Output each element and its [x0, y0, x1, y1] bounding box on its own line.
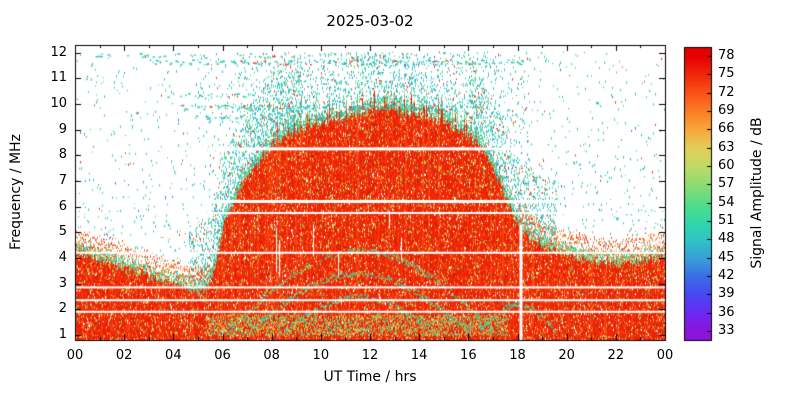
colorbar-tick-label: 42 [718, 267, 735, 283]
x-axis-label: UT Time / hrs [323, 369, 417, 385]
colorbar-tick-label: 63 [718, 139, 735, 155]
y-axis-tick-label: 2 [58, 301, 67, 317]
y-axis-tick-label: 11 [50, 70, 67, 86]
y-axis-tick-label: 7 [58, 172, 67, 188]
colorbar-tick-label: 57 [718, 176, 735, 192]
colorbar-tick-label: 45 [718, 249, 735, 265]
x-axis-tick-label: 18 [509, 348, 526, 363]
colorbar-tick-label: 78 [718, 48, 735, 64]
x-axis-tick-label: 12 [361, 348, 379, 363]
colorbar-tick-label: 60 [718, 158, 735, 174]
colorbar-tick-label: 75 [718, 66, 735, 82]
y-axis-tick-label: 10 [50, 96, 67, 111]
y-axis-tick-label: 6 [58, 198, 67, 214]
colorbar-tick-label: 36 [718, 304, 735, 320]
colorbar-tick-label: 48 [718, 231, 735, 247]
x-axis-tick-label: 10 [312, 348, 330, 363]
y-axis-tick-label: 8 [58, 147, 67, 163]
x-axis-tick-label: 04 [165, 348, 182, 363]
x-axis-tick-label: 20 [558, 348, 575, 363]
y-axis-tick-label: 5 [58, 224, 67, 240]
colorbar-tick-label: 33 [718, 322, 735, 338]
colorbar-tick-label: 69 [718, 103, 735, 119]
x-axis-tick-label: 22 [607, 348, 625, 363]
colorbar-tick-label: 66 [718, 121, 735, 137]
y-axis-tick-label: 9 [58, 121, 67, 137]
colorbar-tick-label: 51 [718, 212, 735, 228]
colorbar-tick-label: 39 [718, 286, 735, 302]
colorbar-tick-label: 72 [718, 84, 735, 100]
y-axis-tick-label: 1 [58, 326, 67, 342]
x-axis-tick-label: 08 [263, 348, 280, 363]
chart-title: 2025-03-02 [326, 12, 414, 30]
y-axis-tick-label: 12 [50, 44, 67, 60]
y-axis-tick-label: 3 [58, 275, 67, 291]
x-axis-tick-label: 02 [115, 348, 133, 363]
y-axis-label: Frequency / MHz [8, 134, 24, 250]
colorbar-label: Signal Amplitude / dB [749, 117, 765, 269]
x-axis-tick-label: 16 [460, 348, 477, 363]
x-axis-tick-label: 14 [410, 348, 428, 363]
x-axis-tick-label: 00 [656, 348, 674, 363]
x-axis-tick-label: 06 [214, 348, 231, 363]
colorbar-tick-label: 54 [718, 194, 735, 210]
x-axis-tick-label: 00 [66, 348, 84, 363]
y-axis-tick-label: 4 [58, 249, 67, 265]
